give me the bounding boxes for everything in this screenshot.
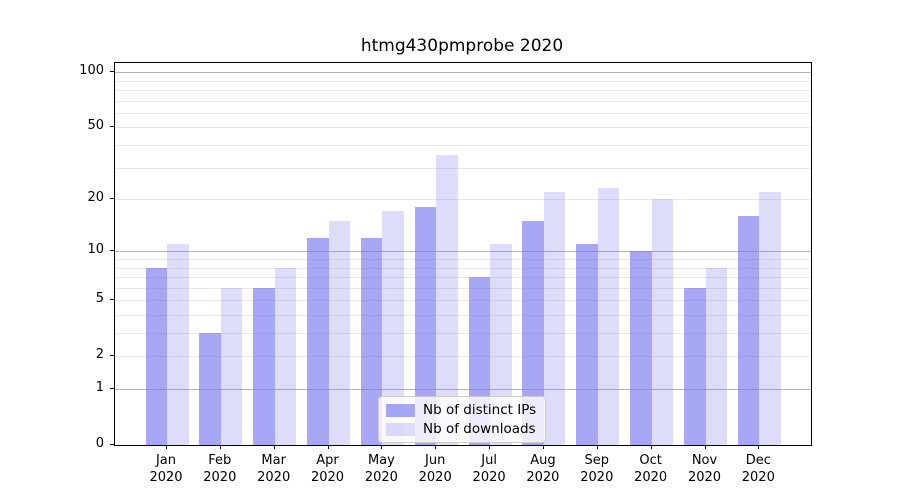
legend-swatch-distinct-ips bbox=[386, 403, 415, 417]
y-tick-label: 50 bbox=[87, 118, 104, 134]
x-tick-mark bbox=[650, 445, 652, 449]
y-tick-label: 100 bbox=[79, 63, 104, 79]
y-gridline-minor bbox=[115, 112, 811, 114]
legend-swatch-downloads bbox=[386, 422, 415, 436]
x-tick-label: Nov 2020 bbox=[687, 453, 722, 485]
x-tick-label: Mar 2020 bbox=[257, 453, 291, 485]
y-gridline-minor bbox=[115, 127, 811, 129]
x-tick-mark bbox=[758, 445, 760, 449]
x-tick-label: Apr 2020 bbox=[310, 453, 345, 485]
bar-downloads-feb bbox=[220, 287, 243, 445]
legend-label-distinct-ips: Nb of distinct IPs bbox=[423, 402, 537, 418]
y-tick-label: 0 bbox=[95, 436, 104, 451]
x-tick-mark bbox=[381, 445, 383, 449]
y-gridline-minor bbox=[115, 80, 811, 82]
y-gridline-minor bbox=[115, 89, 811, 91]
x-tick-mark bbox=[704, 445, 706, 449]
y-gridline-minor bbox=[115, 100, 811, 102]
y-tick-mark bbox=[110, 198, 114, 199]
y-tick-mark bbox=[110, 388, 114, 389]
x-tick-label: Sep 2020 bbox=[580, 453, 614, 485]
y-gridline-minor bbox=[115, 267, 811, 269]
y-tick-label: 2 bbox=[95, 347, 104, 363]
bar-distinct-ips-nov bbox=[684, 287, 706, 445]
x-tick-mark bbox=[542, 445, 544, 449]
bar-distinct-ips-mar bbox=[253, 287, 275, 445]
x-tick-label: Jan 2020 bbox=[149, 453, 183, 485]
legend-item-distinct-ips: Nb of distinct IPs bbox=[386, 402, 536, 418]
x-tick-label: May 2020 bbox=[364, 453, 398, 485]
bar-downloads-dec bbox=[759, 191, 781, 445]
y-tick-label: 20 bbox=[87, 190, 104, 205]
bar-downloads-mar bbox=[274, 267, 297, 445]
x-tick-label: Dec 2020 bbox=[741, 453, 775, 485]
bar-downloads-may bbox=[382, 211, 404, 445]
x-tick-label: Aug 2020 bbox=[526, 453, 560, 485]
bar-distinct-ips-apr bbox=[307, 237, 329, 445]
y-gridline-minor bbox=[115, 167, 811, 169]
y-gridline-minor bbox=[115, 314, 811, 316]
bar-downloads-jul bbox=[490, 244, 512, 445]
x-tick-mark bbox=[435, 445, 437, 449]
legend-label-downloads: Nb of downloads bbox=[423, 421, 536, 437]
y-tick-mark bbox=[110, 126, 114, 128]
y-gridline-minor bbox=[115, 300, 811, 302]
bar-downloads-oct bbox=[651, 199, 674, 445]
y-gridline-major bbox=[115, 251, 811, 253]
y-tick-mark bbox=[110, 250, 114, 252]
y-gridline-major bbox=[115, 389, 811, 390]
legend-item-downloads: Nb of downloads bbox=[386, 421, 536, 437]
bar-downloads-apr bbox=[328, 221, 350, 445]
y-gridline-minor bbox=[115, 144, 811, 146]
x-tick-label: Jul 2020 bbox=[472, 453, 506, 485]
x-tick-mark bbox=[166, 445, 167, 449]
legend: Nb of distinct IPs Nb of downloads bbox=[378, 396, 547, 443]
y-tick-mark bbox=[110, 299, 114, 301]
bar-downloads-sep bbox=[597, 188, 620, 445]
x-tick-mark bbox=[273, 445, 275, 449]
bar-downloads-aug bbox=[543, 191, 566, 445]
y-tick-mark bbox=[110, 71, 114, 73]
chart-title: htmg430pmprobe 2020 bbox=[360, 36, 564, 56]
bar-distinct-ips-oct bbox=[630, 251, 652, 445]
y-tick-label: 1 bbox=[95, 380, 104, 395]
x-tick-label: Jun 2020 bbox=[418, 453, 452, 485]
bar-distinct-ips-aug bbox=[522, 221, 544, 445]
plot-area bbox=[114, 62, 812, 446]
bar-downloads-jan bbox=[167, 244, 189, 445]
x-tick-mark bbox=[327, 445, 329, 449]
bar-distinct-ips-jan bbox=[145, 267, 167, 445]
bar-distinct-ips-dec bbox=[737, 216, 760, 445]
y-tick-mark bbox=[110, 444, 114, 445]
y-gridline-major bbox=[115, 72, 811, 74]
y-gridline-minor bbox=[115, 287, 811, 289]
x-tick-label: Oct 2020 bbox=[634, 453, 668, 485]
y-gridline-minor bbox=[115, 356, 811, 358]
bar-downloads-jun bbox=[436, 155, 458, 445]
bar-distinct-ips-feb bbox=[199, 333, 221, 445]
y-gridline-minor bbox=[115, 333, 811, 334]
y-tick-label: 10 bbox=[87, 242, 104, 258]
bar-distinct-ips-may bbox=[360, 237, 383, 445]
x-tick-mark bbox=[596, 445, 598, 449]
y-tick-label: 5 bbox=[95, 291, 104, 307]
x-tick-mark bbox=[489, 445, 491, 449]
x-tick-label: Feb 2020 bbox=[203, 453, 237, 485]
y-gridline-minor bbox=[115, 199, 811, 200]
y-tick-mark bbox=[110, 355, 114, 357]
y-gridline-minor bbox=[115, 277, 811, 278]
bar-distinct-ips-sep bbox=[576, 244, 598, 445]
bar-downloads-nov bbox=[705, 267, 727, 445]
x-tick-mark bbox=[219, 445, 221, 449]
y-gridline-minor bbox=[115, 258, 811, 260]
bar-distinct-ips-jun bbox=[414, 207, 437, 445]
